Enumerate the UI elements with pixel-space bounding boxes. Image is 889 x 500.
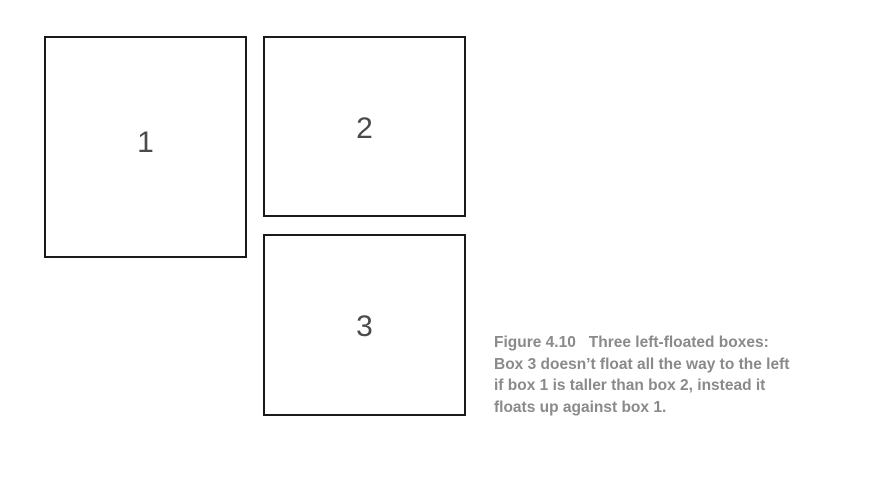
float-box-2: 2 (263, 36, 466, 217)
figure-caption: Figure 4.10 Three left-floated boxes: Bo… (494, 332, 874, 418)
figure-number: Figure 4.10 (494, 334, 576, 351)
float-box-3: 3 (263, 234, 466, 416)
float-box-1: 1 (44, 36, 247, 258)
caption-line-4: floats up against box 1. (494, 397, 874, 419)
box-1-label: 1 (137, 128, 154, 158)
caption-line-3: if box 1 is taller than box 2, instead i… (494, 375, 874, 397)
box-3-label: 3 (356, 312, 373, 342)
caption-line-1: Figure 4.10 Three left-floated boxes: (494, 332, 874, 354)
caption-text-1: Three left-floated boxes: (589, 334, 769, 351)
caption-line-2: Box 3 doesn’t float all the way to the l… (494, 354, 874, 376)
box-2-label: 2 (356, 114, 373, 144)
